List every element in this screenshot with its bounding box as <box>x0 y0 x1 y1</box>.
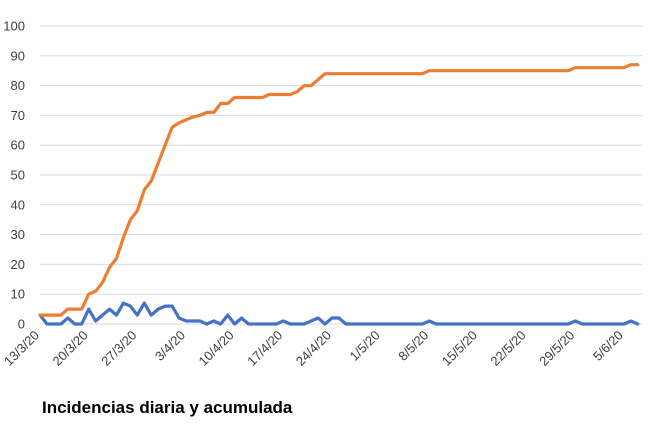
chart-caption: Incidencias diaria y acumulada <box>42 398 293 417</box>
x-axis-tick-labels: 13/3/20 20/3/20 27/3/20 3/4/20 10/4/20 17/4/2… <box>1 328 626 369</box>
x-tick-label: 8/5/20 <box>395 328 431 364</box>
x-tick-label: 24/4/20 <box>293 328 334 369</box>
x-tick-label: 20/3/20 <box>50 328 91 369</box>
y-tick-label: 0 <box>18 317 25 332</box>
y-tick-label: 20 <box>11 257 25 272</box>
x-tick-label: 5/6/20 <box>590 328 626 364</box>
y-tick-label: 100 <box>3 19 25 34</box>
series-lines <box>38 63 640 326</box>
x-tick-label: 1/5/20 <box>347 328 383 364</box>
series-line-cumulative <box>38 63 640 317</box>
x-tick-label: 17/4/20 <box>244 328 285 369</box>
y-tick-label: 40 <box>11 197 25 212</box>
y-tick-label: 30 <box>11 227 25 242</box>
y-tick-label: 60 <box>11 138 25 153</box>
x-tick-label: 10/4/20 <box>195 328 236 369</box>
x-tick-label: 13/3/20 <box>1 328 42 369</box>
y-tick-label: 90 <box>11 48 25 63</box>
x-tick-label: 29/5/20 <box>536 328 577 369</box>
y-tick-label: 70 <box>11 108 25 123</box>
x-tick-label: 22/5/20 <box>487 328 528 369</box>
y-axis-tick-labels: 0 10 20 30 40 50 60 70 80 90 100 <box>3 19 25 332</box>
gridlines <box>40 25 642 325</box>
series-line-daily <box>38 301 640 326</box>
x-tick-label: 27/3/20 <box>98 328 139 369</box>
x-tick-label: 15/5/20 <box>439 328 480 369</box>
y-tick-label: 10 <box>11 287 25 302</box>
y-tick-label: 80 <box>11 78 25 93</box>
x-tick-label: 3/4/20 <box>152 328 188 364</box>
y-tick-label: 50 <box>11 168 25 183</box>
